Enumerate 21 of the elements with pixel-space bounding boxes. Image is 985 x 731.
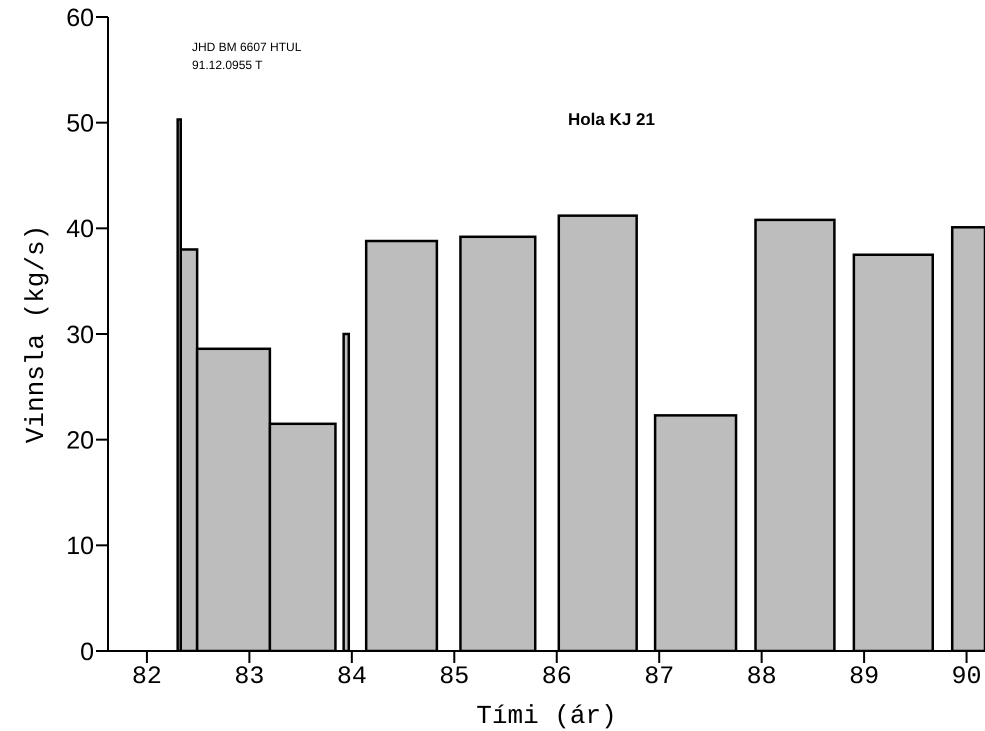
- x-tick-label: 85: [439, 662, 470, 691]
- x-tick-label: 82: [132, 662, 162, 691]
- y-tick-label: 60: [66, 4, 94, 32]
- y-tick-label: 10: [66, 532, 94, 560]
- annotation: 91.12.0955 T: [192, 57, 264, 74]
- y-tick-label: 30: [66, 320, 94, 349]
- x-tick-label: 84: [336, 662, 367, 691]
- x-tick-label: 89: [849, 662, 880, 691]
- y-tick-label: 20: [66, 426, 94, 455]
- x-tick-label: 86: [542, 662, 572, 691]
- y-axis-title: Vinnsla (kg/s): [21, 224, 51, 444]
- x-tick-label: 90: [952, 662, 982, 691]
- y-tick-label: 0: [80, 638, 94, 666]
- y-tick-label: 50: [66, 110, 94, 138]
- x-tick-label: 83: [234, 662, 264, 691]
- x-tick-label: 87: [644, 662, 674, 691]
- annotation: JHD BM 6607 HTUL: [192, 39, 302, 56]
- y-tick-label: 40: [66, 215, 94, 244]
- x-tick-label: 88: [746, 662, 777, 691]
- text: Hola KJ 21: [568, 110, 655, 130]
- x-axis-title: Tími (ár): [476, 701, 617, 731]
